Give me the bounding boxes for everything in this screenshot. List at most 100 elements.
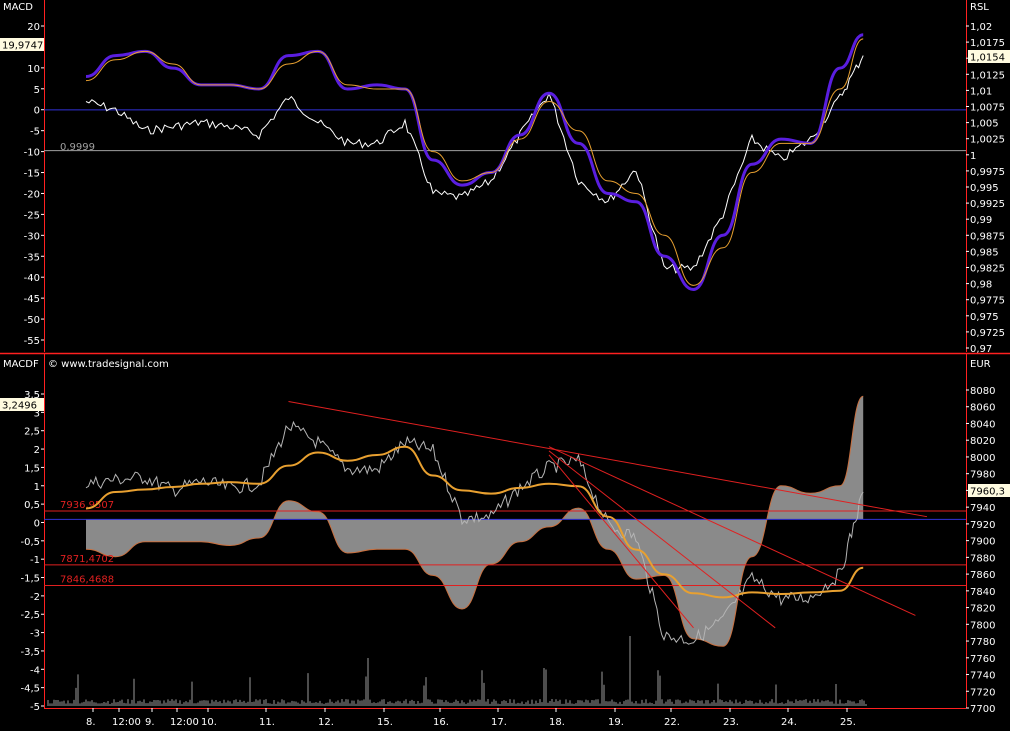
top-right-tick-label: 0,995 xyxy=(970,183,999,194)
level-label: 7871,4702 xyxy=(60,554,114,565)
top-left-value-tag: 19,9747 xyxy=(2,41,43,52)
bottom-left-title: MACDF xyxy=(3,359,39,370)
bottom-right-axis: 8080806080408020800079807960794079207900… xyxy=(966,386,995,715)
level-label: 7936,9507 xyxy=(60,500,114,511)
top-left-tick-label: -25 xyxy=(24,210,40,221)
bottom-left-axis: 3,5 3 2,5 2 1,5 1 0,5 0 -0,5 -1 -1,5 -2 -2,5 -3 -3,5 -4… xyxy=(20,390,44,713)
x-tick-label: 25. xyxy=(840,717,856,728)
bottom-left-tick-label: 1,5 xyxy=(24,463,40,474)
top-right-tick-label: 0,9925 xyxy=(970,199,1005,210)
bottom-right-tick-label: 7800 xyxy=(970,620,995,631)
bottom-left-tick-label: 1 xyxy=(34,482,40,493)
top-right-tick-label: 1,02 xyxy=(970,22,992,33)
top-right-tick-label: 0,99 xyxy=(970,215,992,226)
bottom-left-tick-label: 2,5 xyxy=(24,427,40,438)
bottom-right-tick-label: 8000 xyxy=(970,453,995,464)
top-right-axis: 1,021,01751,0151,01251,011,00751,0051,00… xyxy=(966,22,1005,355)
bottom-right-tick-label: 7880 xyxy=(970,553,995,564)
bottom-right-title: EUR xyxy=(970,359,991,370)
bottom-left-tick-label: -3 xyxy=(30,629,40,640)
top-left-title: MACD xyxy=(3,2,33,13)
top-right-value-tag-bg xyxy=(968,50,1010,63)
top-left-tick-label: 10 xyxy=(27,64,40,75)
top-left-tick-label: 20 xyxy=(27,22,40,33)
bottom-panel: MACDF © www.tradesignal.com EUR 3,5 3 2,5 2… xyxy=(0,354,1010,715)
x-tick-label: 10. xyxy=(201,717,217,728)
bottom-right-tick-label: 7740 xyxy=(970,671,995,682)
top-left-value-tag-bg xyxy=(0,38,44,51)
x-tick-label: 11. xyxy=(259,717,275,728)
macd-signal-line xyxy=(85,38,864,286)
top-left-tick-label: -30 xyxy=(24,231,40,242)
top-left-tick-label: -5 xyxy=(30,127,40,138)
bottom-right-value-tag-bg xyxy=(968,484,1010,497)
bottom-right-tick-label: 7980 xyxy=(970,470,995,481)
bottom-left-tick-label: 0 xyxy=(34,518,40,529)
level-label: 7846,4688 xyxy=(60,574,114,585)
x-tick-label: 12:00 xyxy=(170,717,199,728)
bottom-left-tick-label: -4,5 xyxy=(20,684,40,695)
bottom-left-tick-label: 3,5 xyxy=(24,390,40,401)
x-tick-label: 12. xyxy=(318,717,334,728)
top-left-tick-label: -55 xyxy=(24,336,40,347)
bottom-left-tick-label: 2 xyxy=(34,445,40,456)
eur-price-line xyxy=(85,420,864,645)
bottom-left-value-tag: 3,2496 xyxy=(2,401,37,412)
bottom-left-tick-label: -1,5 xyxy=(20,574,40,585)
top-left-tick-label: -50 xyxy=(24,315,40,326)
top-right-tick-label: 0,985 xyxy=(970,247,999,258)
bottom-left-tick-label: -0,5 xyxy=(20,537,40,548)
top-right-tick-label: 1,0025 xyxy=(970,135,1005,146)
top-right-tick-label: 0,975 xyxy=(970,312,999,323)
copyright-text: © www.tradesignal.com xyxy=(48,359,169,370)
top-right-tick-label: 1,005 xyxy=(970,119,999,130)
bottom-right-tick-label: 7900 xyxy=(970,537,995,548)
top-left-tick-label: -45 xyxy=(24,294,40,305)
top-right-tick-label: 1,01 xyxy=(970,86,992,97)
top-right-tick-label: 1,0075 xyxy=(970,103,1005,114)
top-right-tick-label: 0,9725 xyxy=(970,328,1005,339)
bottom-right-tick-label: 7840 xyxy=(970,587,995,598)
x-tick-label: 9. xyxy=(145,717,155,728)
top-right-tick-label: 0,9875 xyxy=(970,231,1005,242)
trendline xyxy=(548,446,916,616)
bottom-left-tick-label: -4 xyxy=(30,665,40,676)
top-right-value-tag: 1,0154 xyxy=(970,53,1005,64)
top-right-tick-label: 0,98 xyxy=(970,280,992,291)
bottom-left-tick-label: 3 xyxy=(34,408,40,419)
top-right-tick-label: 0,9775 xyxy=(970,296,1005,307)
bottom-right-tick-label: 7760 xyxy=(970,654,995,665)
bottom-plot-area: 7936,9507 7871,4702 7846,4688 xyxy=(44,395,966,706)
top-left-axis: 20151050-5-10-15-20-25-30-35-40-45-50-55 xyxy=(24,22,44,347)
top-plot-area xyxy=(44,33,966,292)
bottom-left-value-tag-bg xyxy=(0,398,44,411)
bottom-right-tick-label: 7820 xyxy=(970,604,995,615)
top-right-tick-label: 1 xyxy=(970,151,976,162)
bottom-left-tick-label: -5 xyxy=(30,702,40,713)
x-tick-label: 8. xyxy=(86,717,96,728)
top-left-tick-label: -20 xyxy=(24,189,40,200)
top-right-title: RSL xyxy=(970,2,989,13)
bottom-left-tick-label: -2,5 xyxy=(20,610,40,621)
top-left-tick-label: -10 xyxy=(24,148,40,159)
bottom-right-tick-label: 8040 xyxy=(970,419,995,430)
x-tick-label: 24. xyxy=(781,717,797,728)
bottom-right-tick-label: 7920 xyxy=(970,520,995,531)
x-tick-label: 22. xyxy=(664,717,680,728)
eur-moving-average-line xyxy=(85,445,864,599)
macd-line xyxy=(85,33,864,292)
trendline xyxy=(548,454,694,629)
rsl-price-line xyxy=(85,55,864,274)
top-left-tick-label: 0 xyxy=(34,106,40,117)
x-tick-label: 16. xyxy=(433,717,449,728)
top-right-tick-label: 0,9975 xyxy=(970,167,1005,178)
bottom-right-tick-label: 8060 xyxy=(970,403,995,414)
top-left-tick-label: -35 xyxy=(24,252,40,263)
bottom-left-tick-label: -3,5 xyxy=(20,647,40,658)
bottom-right-tick-label: 7940 xyxy=(970,503,995,514)
x-tick-label: 19. xyxy=(608,717,624,728)
bottom-left-tick-label: 0,5 xyxy=(24,500,40,511)
x-tick-label: 15. xyxy=(377,717,393,728)
bottom-right-value-tag: 7960,3 xyxy=(970,487,1005,498)
